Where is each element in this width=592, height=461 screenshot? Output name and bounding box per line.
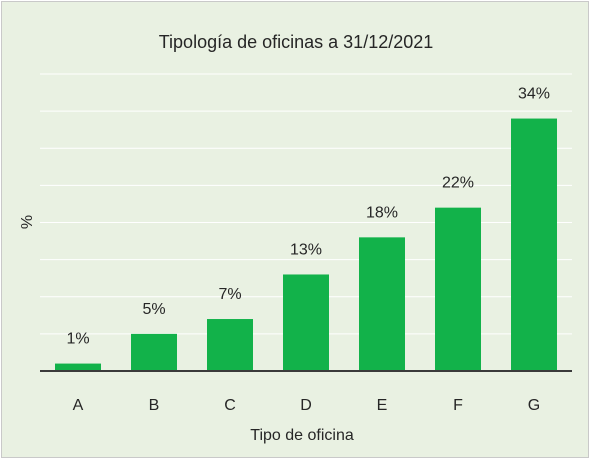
chart-title: Tipología de oficinas a 31/12/2021 [159, 32, 434, 52]
x-axis-title: Tipo de oficina [250, 427, 354, 444]
data-label-B: 5% [142, 301, 165, 318]
bar-D [283, 274, 329, 371]
data-labels: 1% 5% 7% 13% 18% 22% 34% [66, 86, 550, 348]
x-tick-label-F: F [453, 397, 463, 414]
x-tick-labels: A B C D E F G [73, 397, 541, 414]
x-tick-label-G: G [528, 397, 540, 414]
bar-B [131, 333, 177, 371]
x-tick-label-A: A [73, 397, 84, 414]
bar-C [207, 319, 253, 371]
x-tick-label-D: D [300, 397, 312, 414]
y-axis-title: % [19, 215, 36, 229]
x-tick-label-C: C [224, 397, 236, 414]
gridlines [40, 73, 572, 335]
bar-A [55, 363, 101, 371]
x-tick-label-E: E [377, 397, 388, 414]
bar-G [511, 118, 557, 371]
data-label-E: 18% [366, 204, 398, 221]
data-label-F: 22% [442, 175, 474, 192]
data-label-G: 34% [518, 86, 550, 103]
data-label-A: 1% [66, 331, 89, 348]
bar-F [435, 207, 481, 371]
bars [55, 118, 557, 371]
x-tick-label-B: B [149, 397, 160, 414]
data-label-D: 13% [290, 241, 322, 258]
data-label-C: 7% [218, 286, 241, 303]
bar-E [359, 237, 405, 371]
